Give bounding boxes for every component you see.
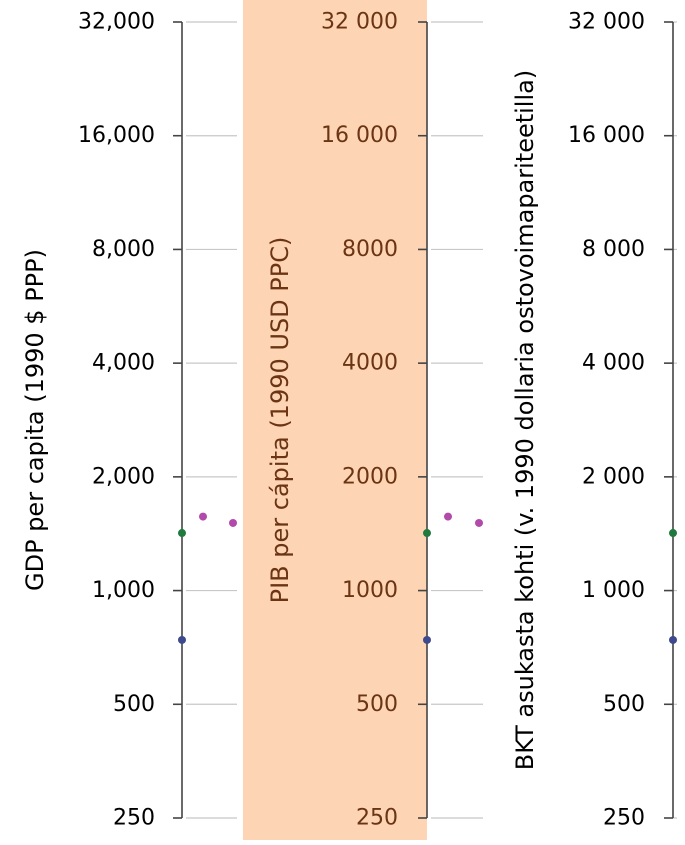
y-tick-label: 1,000: [92, 578, 155, 603]
y-tick-label: 16,000: [78, 123, 155, 148]
y-tick-label: 8 000: [582, 237, 645, 262]
data-point-green: [178, 529, 186, 538]
y-tick-label: 250: [356, 806, 398, 831]
y-tick-label: 2 000: [582, 464, 645, 489]
y-tick-label: 16 000: [568, 123, 645, 148]
y-axis-title: PIB per cápita (1990 USD PPC): [266, 237, 294, 604]
y-tick-label: 500: [113, 692, 155, 717]
y-tick-label: 2000: [342, 464, 398, 489]
y-tick-label: 2,000: [92, 464, 155, 489]
y-tick-label: 1 000: [582, 578, 645, 603]
y-tick-label: 250: [603, 806, 645, 831]
y-tick-label: 4 000: [582, 351, 645, 376]
y-tick-label: 4,000: [92, 351, 155, 376]
data-point-magenta: [475, 518, 483, 527]
data-point-green: [669, 529, 677, 538]
y-tick-label: 32 000: [568, 10, 645, 35]
y-tick-label: 1000: [342, 578, 398, 603]
y-tick-label: 16 000: [321, 123, 398, 148]
data-point-blue: [178, 635, 186, 644]
y-tick-label: 32,000: [78, 10, 155, 35]
y-tick-label: 500: [356, 692, 398, 717]
y-tick-label: 8000: [342, 237, 398, 262]
data-point-blue: [669, 635, 677, 644]
data-point-magenta: [444, 512, 452, 521]
y-tick-label: 500: [603, 692, 645, 717]
chart-panel-1: 250 500 1,000 2,000 4,000 8,000 16,000 32,000 GD…: [21, 10, 237, 831]
chart-panel-3: 250 500 1 000 2 000 4 000 8 000 16 000 32 000 BK…: [511, 10, 677, 831]
highlight-band: [243, 0, 427, 840]
data-point-magenta: [229, 518, 237, 527]
y-tick-label: 4000: [342, 351, 398, 376]
y-tick-label: 250: [113, 806, 155, 831]
y-axis-title: BKT asukasta kohti (v. 1990 dollaria ost…: [511, 70, 539, 770]
chart-panel-2: 250 500 1000 2000 4000 8000 16 000 32 000 PIB pe…: [243, 0, 483, 840]
data-point-green: [423, 529, 431, 538]
y-tick-label: 32 000: [321, 10, 398, 35]
y-axis-title: GDP per capita (1990 $ PPP): [21, 249, 49, 591]
y-tick-label: 8,000: [92, 237, 155, 262]
data-point-magenta: [199, 512, 207, 521]
data-point-blue: [423, 635, 431, 644]
